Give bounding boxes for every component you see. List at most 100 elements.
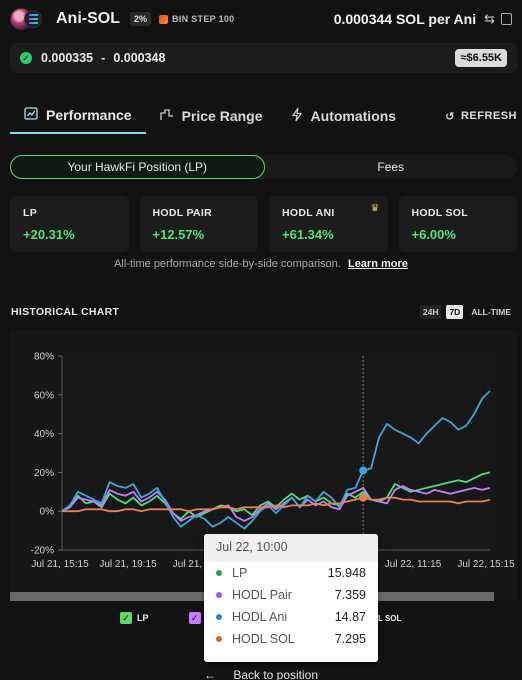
legend-item-lp[interactable]: ✓ LP [120, 612, 149, 624]
tooltip-row: HODL SOL 7.295 [204, 628, 378, 650]
tooltip-dot [216, 636, 222, 642]
tooltip-series-name: HODL Ani [232, 610, 288, 624]
series-line-hodl-pair [61, 485, 491, 522]
token-pair-icons [10, 8, 46, 30]
range-all-time-button[interactable]: ALL-TIME [471, 307, 511, 317]
y-tick-label: 40% [34, 429, 54, 440]
refresh-icon: ↺ [445, 110, 455, 123]
legend-checkbox: ✓ [188, 612, 201, 624]
legend-checkbox: ✓ [120, 612, 132, 624]
x-tick-label: Jul 21, 19:15 [99, 559, 157, 570]
tab-price-range[interactable]: Price Range [146, 98, 277, 134]
x-tick-label: Jul 22, 15:15 [457, 559, 515, 570]
range-24h-button[interactable]: 24H [419, 305, 442, 319]
range-separator: - [101, 51, 106, 65]
tooltip-series-name: HODL Pair [232, 588, 292, 602]
stat-card-hodl-ani: ♛ HODL ANI +61.34% [269, 196, 388, 252]
in-range-check-icon: ✓ [20, 52, 32, 64]
y-tick-label: 80% [34, 352, 54, 363]
position-value-badge: ≈$6.55K [455, 49, 507, 67]
crown-icon: ♛ [370, 203, 380, 214]
x-tick-label: Jul 21, 15:15 [31, 559, 89, 570]
tooltip-series-name: LP [232, 566, 248, 580]
y-tick-label: -20% [31, 546, 54, 557]
stat-value: +20.31% [23, 227, 75, 242]
bin-step-icon [159, 14, 169, 24]
series-line-hodl-sol [62, 496, 491, 513]
stat-label: LP [23, 207, 38, 219]
time-range-selector: 24H 7D ALL-TIME [419, 305, 514, 319]
tab-performance-label: Performance [46, 107, 132, 123]
stat-label: HODL SOL [411, 207, 468, 219]
tooltip-row: LP 15.948 [204, 562, 378, 584]
tooltip-series-value: 15.948 [327, 566, 366, 580]
stat-card-hodl-pair: HODL PAIR +12.57% [139, 196, 258, 252]
tab-automations[interactable]: Automations [277, 98, 411, 134]
position-range-bar: ✓ 0.000335-0.000348 ≈$6.55K [10, 43, 517, 73]
back-arrow-icon: ← [203, 668, 216, 680]
stat-label: HODL ANI [282, 207, 335, 219]
tooltip-title: Jul 22, 10:00 [204, 534, 378, 562]
pair-name: Ani-SOL [56, 10, 120, 27]
legend-label: LP [137, 613, 149, 623]
stat-card-hodl-sol: HODL SOL +6.00% [398, 196, 517, 252]
bin-step-badge: BIN STEP 100 [159, 14, 234, 24]
price-range: 0.000335-0.000348 [41, 51, 165, 65]
current-price: 0.000344 SOL per Ani [333, 11, 477, 27]
refresh-button[interactable]: ↺ REFRESH [445, 110, 517, 123]
x-tick-label: Jul 22, 11:15 [385, 559, 442, 570]
hover-marker [359, 466, 368, 475]
position-fees-toggle: Your HawkFi Position (LP) Fees [10, 155, 517, 179]
performance-stats: LP +20.31% HODL PAIR +12.57% ♛ HODL ANI … [10, 196, 517, 252]
stat-value: +6.00% [411, 227, 456, 242]
tooltip-series-value: 14.87 [334, 610, 366, 624]
series-line-hodl-ani [61, 390, 491, 530]
range-low: 0.000335 [41, 51, 94, 65]
tab-performance[interactable]: Performance [10, 98, 146, 134]
stat-card-lp: LP +20.31% [10, 196, 129, 252]
x-tick-label: Jul 21, ... [173, 559, 214, 570]
segment-fees[interactable]: Fees [377, 160, 405, 174]
sol-token-icon [24, 10, 42, 28]
bolt-icon [291, 107, 303, 125]
stat-value: +61.34% [282, 227, 334, 242]
fee-badge: 2% [130, 12, 152, 26]
historical-chart-title: HISTORICAL CHART [11, 306, 120, 318]
copy-icon[interactable] [501, 13, 512, 25]
range-high: 0.000348 [113, 51, 166, 65]
back-label: Back to position [233, 668, 319, 680]
chart-svg: 80% 60% 40% 20% 0% -20% Jul 21, 15:15 Jul 21, 1… [31, 352, 515, 571]
swap-icon[interactable]: ⇆ [484, 11, 495, 26]
y-tick-label: 20% [34, 468, 54, 479]
learn-more-link[interactable]: Learn more [347, 258, 408, 270]
stat-value: +12.57% [152, 227, 205, 242]
chart-icon [24, 107, 38, 123]
pool-header: Ani-SOL 2% BIN STEP 100 0.000344 SOL per… [0, 0, 522, 38]
tab-price-range-label: Price Range [181, 108, 263, 124]
hover-marker [359, 493, 368, 502]
segment-lp-position[interactable]: Your HawkFi Position (LP) [10, 155, 265, 179]
tooltip-row: HODL Pair 7.359 [204, 584, 378, 606]
tooltip-dot [216, 570, 222, 576]
chart-tooltip: Jul 22, 10:00 LP 15.948 HODL Pair 7.359 … [204, 534, 378, 662]
tab-automations-label: Automations [310, 108, 397, 124]
range-icon [159, 108, 174, 124]
comparison-note: All-time performance side-by-side compar… [0, 258, 522, 270]
tooltip-dot [216, 614, 222, 620]
tooltip-dot [216, 592, 222, 598]
series-line-lp [61, 471, 491, 520]
tooltip-series-value: 7.359 [334, 588, 366, 602]
y-tick-label: 60% [34, 390, 54, 401]
comparison-text: All-time performance side-by-side compar… [114, 258, 341, 270]
tooltip-series-name: HODL SOL [232, 632, 295, 646]
bin-step-label: BIN STEP 100 [172, 14, 235, 24]
range-7d-button[interactable]: 7D [446, 305, 464, 319]
tooltip-row: HODL Ani 14.87 [204, 606, 378, 628]
back-to-position-link[interactable]: ← Back to position [0, 668, 522, 680]
refresh-label: REFRESH [460, 110, 517, 122]
y-tick-label: 0% [40, 507, 55, 518]
tooltip-series-value: 7.295 [334, 632, 366, 646]
legend-label-hodl-sol[interactable]: L SOL [378, 614, 402, 623]
stat-label: HODL PAIR [152, 207, 212, 219]
position-tabs: Performance Price Range Automations ↺ RE… [10, 98, 517, 134]
